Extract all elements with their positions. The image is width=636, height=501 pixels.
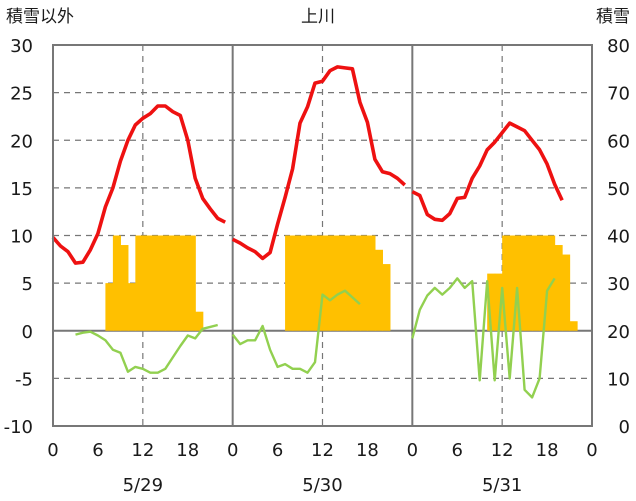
right-tick-label: 70 bbox=[607, 84, 630, 105]
left-tick-label: 25 bbox=[10, 84, 33, 105]
snow-depth-bar bbox=[569, 321, 578, 331]
snow-depth-bar bbox=[135, 235, 144, 331]
snow-depth-bar bbox=[367, 235, 376, 331]
snow-depth-bar bbox=[292, 235, 301, 331]
snow-depth-bar bbox=[300, 235, 309, 331]
snow-depth-bar bbox=[195, 311, 204, 331]
left-axis-label: 積雪以外 bbox=[6, 7, 74, 27]
right-axis-label: 積雪 bbox=[596, 7, 630, 27]
x-tick-label: 18 bbox=[176, 440, 199, 461]
left-tick-label: 20 bbox=[10, 131, 33, 152]
snow-depth-bar bbox=[532, 235, 541, 331]
snow-depth-bar bbox=[344, 235, 354, 331]
x-tick-label: 12 bbox=[491, 440, 514, 461]
left-tick-label: 5 bbox=[22, 274, 33, 295]
right-tick-label: 80 bbox=[607, 36, 630, 57]
x-tick-label: 0 bbox=[47, 440, 58, 461]
temperature-line bbox=[231, 65, 407, 261]
snow-depth-bar bbox=[352, 235, 361, 331]
left-tick-label: 30 bbox=[10, 36, 33, 57]
x-tick-label: 6 bbox=[92, 440, 103, 461]
right-tick-label: 0 bbox=[619, 417, 630, 438]
snow-depth-bar bbox=[322, 235, 331, 331]
date-label: 5/31 bbox=[482, 475, 522, 496]
x-tick-label: 18 bbox=[536, 440, 559, 461]
x-tick-label: 6 bbox=[452, 440, 463, 461]
snow-depth-bar bbox=[150, 235, 159, 331]
snow-depth-bar bbox=[307, 235, 316, 331]
x-tick-label: 0 bbox=[407, 440, 418, 461]
snow-depth-bar bbox=[172, 235, 181, 331]
snow-depth-bar bbox=[329, 235, 339, 331]
snow-depth-bar bbox=[382, 264, 391, 331]
x-tick-label: 6 bbox=[272, 440, 283, 461]
x-tick-label: 18 bbox=[356, 440, 379, 461]
snow-depth-bars bbox=[105, 235, 578, 331]
snow-depth-bar bbox=[315, 235, 324, 331]
snow-depth-bar bbox=[554, 245, 563, 331]
snow-depth-bar bbox=[127, 283, 136, 331]
secondary-line bbox=[75, 323, 218, 374]
date-label: 5/30 bbox=[302, 475, 342, 496]
snow-depth-bar bbox=[374, 249, 383, 331]
snow-depth-bar bbox=[120, 245, 129, 331]
snow-depth-bar bbox=[502, 235, 511, 331]
date-label: 5/29 bbox=[123, 475, 163, 496]
right-tick-label: 60 bbox=[607, 131, 630, 152]
snow-depth-bar bbox=[165, 235, 174, 331]
temperature-line bbox=[51, 104, 227, 265]
chart-title: 上川 bbox=[301, 7, 335, 27]
left-tick-label: 0 bbox=[22, 322, 33, 343]
x-tick-label: 0 bbox=[586, 440, 597, 461]
snow-depth-bar bbox=[509, 235, 518, 331]
data-lines bbox=[51, 65, 564, 399]
right-tick-label: 30 bbox=[607, 274, 630, 295]
snow-depth-bar bbox=[112, 235, 121, 331]
snow-depth-bar bbox=[494, 273, 503, 331]
snow-depth-bar bbox=[524, 235, 533, 331]
secondary-line bbox=[231, 289, 361, 374]
snow-depth-bar bbox=[517, 235, 526, 331]
snow-depth-bar bbox=[187, 235, 196, 331]
snow-depth-bar bbox=[157, 235, 166, 331]
x-tick-label: 12 bbox=[131, 440, 154, 461]
snow-depth-bar bbox=[285, 235, 294, 331]
left-tick-label: 15 bbox=[10, 179, 33, 200]
left-tick-label: 10 bbox=[10, 227, 33, 248]
secondary-line bbox=[411, 277, 556, 399]
right-tick-label: 20 bbox=[607, 322, 630, 343]
temperature-line bbox=[411, 121, 564, 223]
left-tick-label: -10 bbox=[4, 417, 33, 438]
right-tick-label: 50 bbox=[607, 179, 630, 200]
x-tick-label: 12 bbox=[311, 440, 334, 461]
snow-depth-bar bbox=[105, 283, 114, 331]
snow-depth-bar bbox=[142, 235, 151, 331]
plot-frame bbox=[52, 44, 593, 427]
right-tick-label: 10 bbox=[607, 369, 630, 390]
snow-depth-bar bbox=[539, 235, 548, 331]
snow-depth-bar bbox=[487, 273, 496, 331]
snow-depth-bar bbox=[337, 235, 346, 331]
snow-depth-bar bbox=[562, 254, 571, 331]
x-tick-label: 0 bbox=[227, 440, 238, 461]
right-tick-label: 40 bbox=[607, 227, 630, 248]
snow-depth-bar bbox=[180, 235, 189, 331]
snow-depth-bar bbox=[359, 235, 369, 331]
left-tick-label: -5 bbox=[15, 369, 33, 390]
